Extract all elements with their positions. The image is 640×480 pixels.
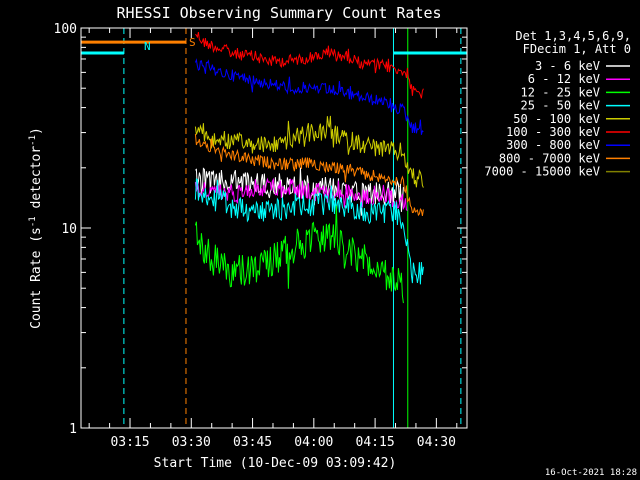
legend-entry-label: 6 - 12 keV bbox=[528, 72, 600, 86]
legend-entry-label: 3 - 6 keV bbox=[535, 59, 600, 73]
y-axis-label-main: Count Rate (s bbox=[29, 227, 44, 329]
y-axis-label-sup2: -1 bbox=[28, 135, 38, 146]
x-tick-label: 04:00 bbox=[294, 435, 333, 450]
legend-entry-label: 25 - 50 keV bbox=[521, 99, 600, 113]
legend-header-attenuator: FDecim 1, Att 0 bbox=[523, 42, 631, 56]
legend-entry-label: 12 - 25 keV bbox=[521, 85, 600, 99]
legend-entry-label: 100 - 300 keV bbox=[506, 125, 600, 139]
generation-timestamp: 16-Oct-2021 18:28 bbox=[545, 468, 637, 478]
legend-entry-label: 800 - 7000 keV bbox=[499, 151, 600, 165]
data-layer bbox=[81, 28, 467, 428]
plot-frame bbox=[80, 27, 468, 429]
series-50-100-kev bbox=[194, 115, 424, 188]
x-tick-label: 03:15 bbox=[110, 435, 149, 450]
legend-entry-label: 300 - 800 keV bbox=[506, 138, 600, 152]
series-300-800-kev bbox=[194, 58, 424, 135]
night-marker: N bbox=[144, 40, 151, 53]
y-axis-label: Count Rate (s-1 detector-1) bbox=[28, 127, 44, 329]
x-tick-label: 04:15 bbox=[356, 435, 395, 450]
y-axis-label-mid: detector bbox=[29, 146, 44, 217]
series-100-300-kev bbox=[195, 32, 424, 99]
y-tick-label: 100 bbox=[54, 22, 77, 37]
series-25-50-kev bbox=[194, 178, 424, 285]
x-tick-label: 03:45 bbox=[233, 435, 272, 450]
y-axis-label-end: ) bbox=[29, 127, 44, 135]
series-800-7000-kev bbox=[194, 133, 424, 217]
saa-marker: S bbox=[189, 36, 196, 49]
legend-header-detectors: Det 1,3,4,5,6,9, bbox=[515, 29, 631, 43]
x-tick-label: 03:30 bbox=[172, 435, 211, 450]
legend-entry-label: 7000 - 15000 keV bbox=[484, 165, 600, 179]
y-axis-label-sup1: -1 bbox=[28, 216, 38, 227]
legend-entry-label: 50 - 100 keV bbox=[513, 112, 600, 126]
legend: Det 1,3,4,5,6,9, FDecim 1, Att 0 3 - 6 k… bbox=[484, 29, 631, 179]
series-12-25-kev bbox=[194, 205, 404, 304]
x-tick-label: 04:30 bbox=[417, 435, 456, 450]
chart-title: RHESSI Observing Summary Count Rates bbox=[116, 4, 441, 22]
series-6-12-kev bbox=[194, 177, 408, 211]
axis-layer: 03:15 03:30 03:45 04:00 04:15 04:30 1 10 100 bbox=[54, 22, 467, 450]
x-axis-label: Start Time (10-Dec-09 03:09:42) bbox=[154, 456, 397, 471]
y-tick-label: 10 bbox=[61, 222, 77, 237]
y-tick-label: 1 bbox=[69, 422, 77, 437]
